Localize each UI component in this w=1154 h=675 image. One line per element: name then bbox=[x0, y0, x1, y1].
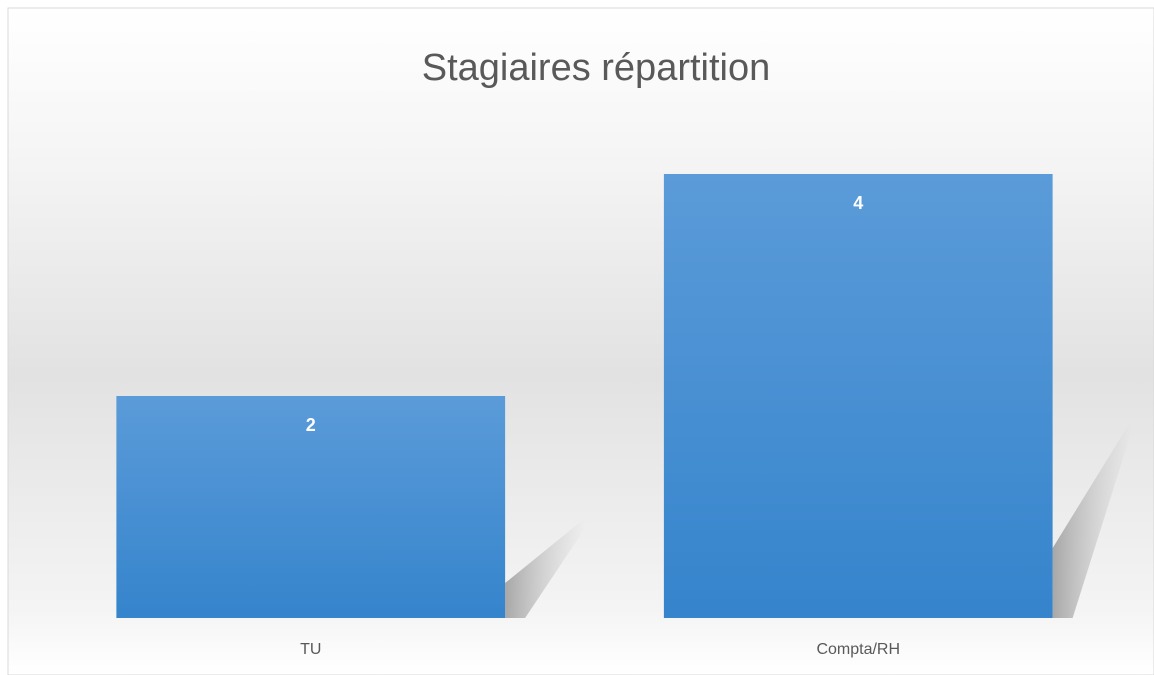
bar-shadow bbox=[1052, 418, 1133, 618]
data-label: 2 bbox=[306, 415, 316, 435]
data-label: 4 bbox=[853, 193, 863, 213]
x-tick-label: Compta/RH bbox=[816, 641, 900, 658]
chart-title: Stagiaires répartition bbox=[422, 47, 771, 89]
bar bbox=[663, 174, 1053, 618]
x-tick-label: TU bbox=[300, 641, 321, 658]
bar-shadow bbox=[505, 518, 586, 618]
bar bbox=[116, 396, 506, 618]
